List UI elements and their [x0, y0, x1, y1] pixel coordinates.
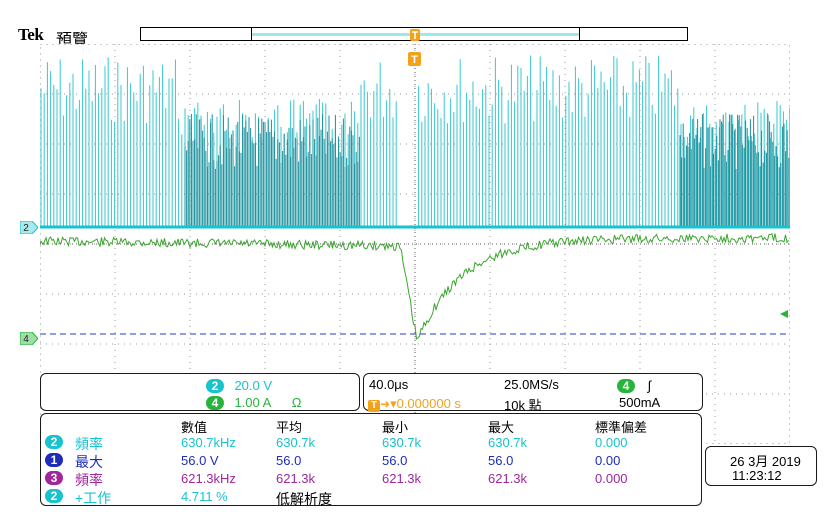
svg-text:4: 4 — [23, 334, 29, 345]
ch4-waveform — [40, 233, 789, 340]
measurement-table: 數值 平均 最小 最大 標準偏差 2 頻率 630.7kHz 630.7k 630.7k… — [40, 413, 702, 507]
channel-badge: 1 — [45, 453, 63, 467]
svg-text:2: 2 — [23, 223, 29, 234]
header-value: 數值 — [181, 420, 208, 435]
trigger-offset-value: ▾0.000000 s — [390, 396, 461, 411]
measurement-name: 頻率 — [75, 436, 103, 452]
ch2-marker[interactable]: 2 — [20, 221, 38, 234]
measurement-mean: 56.0 — [276, 453, 302, 468]
channel-badge: 2 — [45, 489, 63, 503]
measurement-max: 621.3k — [488, 471, 528, 486]
channel-badge: 3 — [45, 471, 63, 485]
measurement-value: 630.7kHz — [181, 435, 236, 450]
measurement-name: 頻率 — [75, 472, 103, 488]
trigger-level-arrow — [780, 310, 788, 318]
record-length-value: 10k 點 — [504, 398, 542, 413]
channel-settings-box[interactable]: 2 20.0 V 4 1.00 A Ω — [40, 373, 360, 411]
measurement-value: 621.3kHz — [181, 471, 236, 486]
trigger-level-value: 500mA — [619, 395, 661, 410]
ch2-badge: 2 — [206, 379, 224, 393]
measurement-row[interactable]: 2 頻率 630.7kHz 630.7k 630.7k 630.7k 0.000 — [41, 434, 701, 452]
trigger-icon: T — [368, 400, 380, 412]
time-value: 11:23:12 — [732, 468, 782, 483]
header-mean: 平均 — [276, 420, 303, 435]
measurement-std: 0.000 — [595, 471, 628, 486]
header-min: 最小 — [382, 420, 409, 435]
ch4-scale: 1.00 A — [234, 395, 272, 410]
measurement-value: 4.711 % — [181, 489, 228, 504]
ch2-setting[interactable]: 2 20.0 V — [206, 377, 272, 395]
measurement-min: 56.0 — [382, 453, 408, 468]
ch4-termination: Ω — [291, 395, 302, 410]
brand-label: Tek — [18, 25, 44, 44]
date-time-box: 26 3月 2019 11:23:12 — [705, 446, 817, 486]
trigger-marker: T — [408, 52, 421, 66]
measurement-name: +工作 — [75, 490, 112, 506]
header-stddev: 標準偏差 — [595, 420, 648, 435]
measurement-std: 0.00 — [595, 453, 621, 468]
ch2-scale: 20.0 V — [234, 378, 273, 393]
measurement-min: 621.3k — [382, 471, 422, 486]
sample-rate-value: 25.0MS/s — [504, 377, 559, 392]
ch4-badge: 4 — [206, 396, 224, 410]
header-max: 最大 — [488, 420, 515, 435]
measurement-mean: 621.3k — [276, 471, 316, 486]
trigger-slope-icon: ∫ — [647, 378, 652, 393]
ch4-marker[interactable]: 4 — [20, 332, 38, 345]
measurement-max: 630.7k — [488, 435, 528, 450]
top-bar: Tek 預覽 — [0, 0, 824, 49]
date-value: 26 3月 2019 — [730, 454, 801, 469]
measurement-mean: 低解析度 — [276, 491, 332, 507]
channel-badge: 2 — [45, 435, 63, 449]
ch4-setting[interactable]: 4 1.00 A Ω — [206, 394, 302, 412]
measurement-mean: 630.7k — [276, 435, 316, 450]
measurement-std: 0.000 — [595, 435, 628, 450]
trigger-source: 4 ∫ — [617, 377, 651, 395]
trigger-arrow-icon: ➜ — [380, 397, 391, 411]
trigger-offset: T ➜▾0.000000 s — [368, 395, 461, 413]
trigger-position-icon — [410, 29, 420, 41]
measurement-row[interactable]: 3 頻率 621.3kHz 621.3k 621.3k 621.3k 0.000 — [41, 470, 701, 488]
measurement-min: 630.7k — [382, 435, 422, 450]
trigger-source-badge: 4 — [617, 379, 635, 393]
timebase-value: 40.0μs — [369, 377, 409, 392]
record-view-window[interactable] — [251, 27, 580, 41]
measurement-value: 56.0 V — [181, 453, 219, 468]
measurement-max: 56.0 — [488, 453, 514, 468]
acquisition-settings-box[interactable]: 40.0μs 25.0MS/s T ➜▾0.000000 s 10k 點 4 ∫ … — [363, 373, 703, 413]
measurement-name: 最大 — [75, 454, 103, 470]
trigger-marker-label: T — [411, 54, 418, 66]
measurement-row[interactable]: 2 +工作 4.711 % 低解析度 — [41, 488, 701, 507]
ch2-waveform — [40, 55, 790, 227]
measurement-row[interactable]: 1 最大 56.0 V 56.0 56.0 56.0 0.00 — [41, 452, 701, 470]
